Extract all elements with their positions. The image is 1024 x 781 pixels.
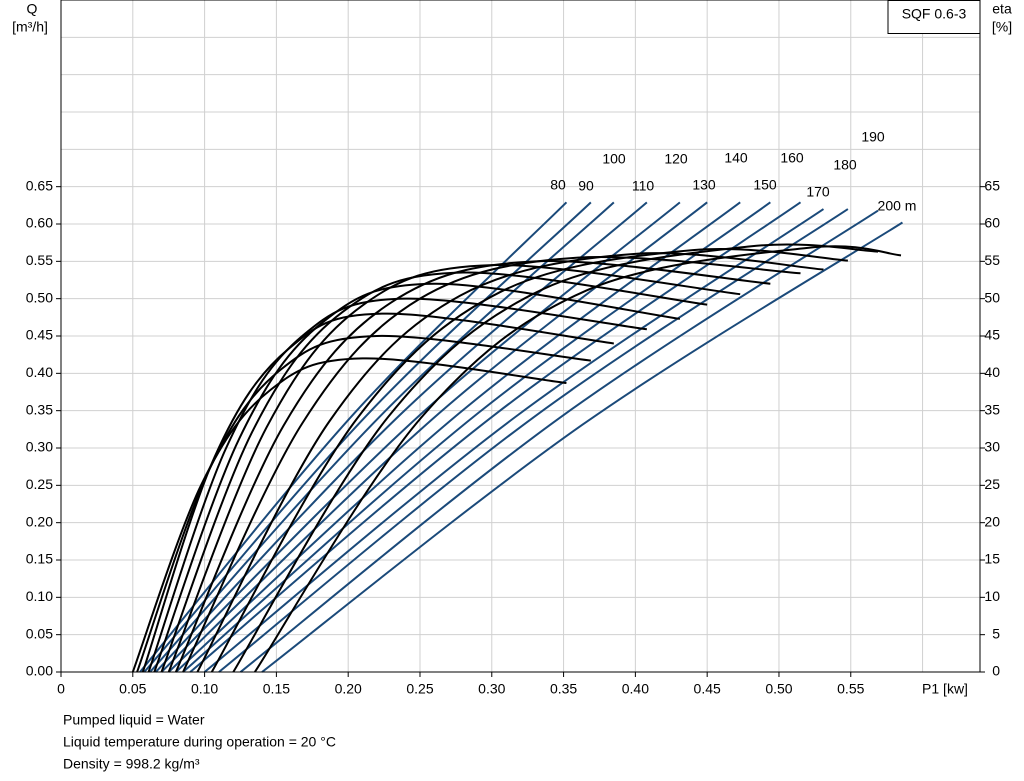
y2-label: eta <box>992 1 1012 17</box>
efficiency-curve <box>131 357 567 673</box>
y2-tick-label: 0 <box>992 663 1000 679</box>
series-label: 130 <box>692 177 716 193</box>
x-tick-label: 0.55 <box>837 681 864 697</box>
efficiency-curve <box>196 252 824 673</box>
series-label: 100 <box>602 151 626 167</box>
x-label: P1 [kw] <box>922 681 968 697</box>
flow-curve <box>261 221 903 673</box>
flow-curve <box>189 201 802 673</box>
efficiency-curve <box>147 297 647 673</box>
series-label: 80 <box>550 177 566 193</box>
flow-curve <box>149 201 615 673</box>
x-tick-label: 0 <box>57 681 65 697</box>
efficiency-curve <box>167 264 741 673</box>
grid <box>60 0 980 673</box>
y2-tick-label: 35 <box>984 401 1000 417</box>
note: Density = 998.2 kg/m³ <box>63 756 200 772</box>
y2-tick-label: 50 <box>984 289 1000 305</box>
efficiency-curve <box>232 243 879 673</box>
y-tick-label: 0.10 <box>26 588 53 604</box>
series-label: 170 <box>806 184 830 200</box>
y2-tick-label: 25 <box>984 476 1000 492</box>
series-label: 90 <box>578 178 594 194</box>
flow-curve <box>139 201 568 673</box>
series-label: 140 <box>724 150 748 166</box>
y-tick-label: 0.05 <box>26 625 53 641</box>
series-label: 160 <box>780 150 804 166</box>
x-tick-label: 0.20 <box>335 681 362 697</box>
series-label: 110 <box>632 178 655 194</box>
y-tick-label: 0.40 <box>26 364 53 380</box>
y2-tick-label: 40 <box>984 364 1000 380</box>
efficiency-curve <box>174 260 771 673</box>
y-tick-label: 0.65 <box>26 177 53 193</box>
y2-tick-label: 55 <box>984 252 1000 268</box>
x-tick-label: 0.30 <box>478 681 505 697</box>
efficiency-curve <box>136 334 591 673</box>
efficiency-curve <box>153 282 681 673</box>
x-tick-label: 0.10 <box>191 681 218 697</box>
chart-title: SQF 0.6-3 <box>902 6 967 22</box>
efficiency-curve <box>160 271 708 673</box>
y-tick-label: 0.35 <box>26 401 53 417</box>
title-box <box>887 0 981 34</box>
y2-tick-label: 20 <box>984 513 1000 529</box>
y2-label: [%] <box>992 19 1012 35</box>
y2-tick-label: 45 <box>984 327 1000 343</box>
y2-tick-label: 60 <box>984 215 1000 231</box>
efficiency-curve <box>254 245 902 673</box>
note: Pumped liquid = Water <box>63 712 205 728</box>
y-tick-label: 0.25 <box>26 476 53 492</box>
y-label: Q <box>27 1 38 17</box>
efficiency-curve <box>210 247 848 673</box>
y-label: [m³/h] <box>12 19 48 35</box>
y-tick-label: 0.45 <box>26 327 53 343</box>
x-tick-label: 0.35 <box>550 681 577 697</box>
flow-curve <box>143 201 592 673</box>
x-tick-label: 0.05 <box>119 681 146 697</box>
flow-curve <box>160 201 681 673</box>
y2-tick-label: 10 <box>984 588 1000 604</box>
note: Liquid temperature during operation = 20… <box>63 734 336 750</box>
x-tick-label: 0.40 <box>622 681 649 697</box>
y-tick-label: 0.20 <box>26 513 53 529</box>
y-tick-label: 0.30 <box>26 439 53 455</box>
y-tick-label: 0.00 <box>26 663 53 679</box>
series-label: 180 <box>833 157 857 173</box>
x-tick-label: 0.15 <box>263 681 290 697</box>
y-tick-label: 0.60 <box>26 215 53 231</box>
x-tick-label: 0.25 <box>406 681 433 697</box>
y2-tick-label: 15 <box>984 551 1000 567</box>
series-label: 120 <box>664 151 688 167</box>
x-tick-label: 0.45 <box>694 681 721 697</box>
flow-curve <box>239 209 879 673</box>
y-tick-label: 0.50 <box>26 289 53 305</box>
curves <box>131 201 903 673</box>
y2-tick-label: 5 <box>992 625 1000 641</box>
series-label: 150 <box>753 177 777 193</box>
flow-curve <box>155 201 648 673</box>
y2-tick-label: 30 <box>984 439 1000 455</box>
y-tick-label: 0.15 <box>26 551 53 567</box>
series-label: 200 m <box>878 198 917 214</box>
series-label: 190 <box>861 129 885 145</box>
y-tick-label: 0.55 <box>26 252 53 268</box>
x-tick-label: 0.50 <box>765 681 792 697</box>
y2-tick-label: 65 <box>984 177 1000 193</box>
